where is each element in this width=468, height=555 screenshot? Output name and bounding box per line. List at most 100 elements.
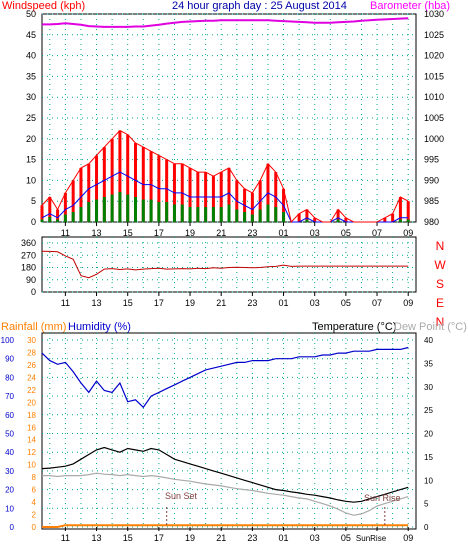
temp-x-tick-label: 05 <box>341 533 351 543</box>
dir-x-tick-label: 21 <box>216 298 226 308</box>
wind-direction-line <box>41 250 409 279</box>
temp-y-tick-label: 35 <box>424 359 433 368</box>
baro-y-tick-label: 985 <box>424 196 439 206</box>
direction-grid <box>42 237 416 293</box>
baro-y-tick-label: 990 <box>424 175 439 185</box>
rain-y-tick-label: 14 <box>27 436 36 445</box>
wind-y-tick-label: 35 <box>26 71 36 81</box>
humidity-line <box>41 346 409 409</box>
direction-panel-frame <box>41 236 417 293</box>
temp-panel-frame <box>41 332 417 530</box>
wind-y-tick-label: 5 <box>31 196 36 206</box>
windspeed-label: Windspeed (kph) <box>2 0 85 12</box>
dir-x-tick-label: 05 <box>341 298 351 308</box>
rain-y-tick-label: 30 <box>27 336 36 345</box>
wind-x-tick-label: 01 <box>279 228 289 238</box>
rain-y-tick-label: 0 <box>32 523 37 532</box>
direction-y-tick-label: 180 <box>21 263 36 273</box>
temp-y-tick-label: 0 <box>424 523 429 532</box>
dir-x-tick-label: 09 <box>403 298 413 308</box>
baro-y-tick-label: 1010 <box>424 92 444 102</box>
baro-y-tick-label: 1030 <box>424 9 444 19</box>
temp-axes: 0102030405060708090100024681012141618202… <box>1 336 434 543</box>
temp-x-tick-label: 19 <box>185 533 195 543</box>
humidity-y-tick-label: 70 <box>5 392 14 401</box>
humidity-y-tick-label: 10 <box>5 504 14 513</box>
baro-y-tick-label: 1020 <box>424 51 444 61</box>
rainfall-label: Rainfall (mm) <box>1 321 66 333</box>
wind-x-tick-label: 07 <box>372 228 382 238</box>
wind-x-tick-label: 13 <box>92 228 102 238</box>
temp-x-tick-label: 17 <box>154 533 164 543</box>
rain-y-tick-label: 24 <box>27 373 36 382</box>
direction-y-tick-label: 270 <box>21 250 36 260</box>
wind-y-tick-label: 10 <box>26 175 36 185</box>
humidity-y-tick-label: 20 <box>5 486 14 495</box>
temp-x-tick-label: 09 <box>403 533 413 543</box>
baro-y-tick-label: 980 <box>424 217 439 227</box>
temp-y-tick-label: 25 <box>424 406 433 415</box>
baro-y-tick-label: 1015 <box>424 71 444 81</box>
dewpoint-line <box>42 472 409 516</box>
sunrise-tick-label: SunRise <box>356 534 387 543</box>
humidity-label: Humidity (%) <box>68 321 131 333</box>
baro-y-tick-label: 1005 <box>424 113 444 123</box>
wind-average-line <box>41 171 409 223</box>
temp-y-tick-label: 5 <box>424 500 429 509</box>
humidity-y-tick-label: 0 <box>10 523 15 532</box>
compass-label: N <box>436 239 445 253</box>
dir-x-tick-label: 11 <box>61 298 70 308</box>
humidity-y-tick-label: 30 <box>5 467 14 476</box>
dir-x-tick-label: 03 <box>310 298 320 308</box>
rain-y-tick-label: 12 <box>27 448 36 457</box>
rain-y-tick-label: 26 <box>27 361 36 370</box>
direction-y-tick-label: 0 <box>31 287 36 297</box>
wind-axes: 0510152025303540455098098599099510001005… <box>26 9 444 238</box>
temp-x-tick-label: 13 <box>92 533 102 543</box>
temp-y-tick-label: 15 <box>424 453 433 462</box>
rain-y-tick-label: 2 <box>32 511 37 520</box>
temp-grid <box>42 333 416 528</box>
temp-y-tick-label: 40 <box>424 336 433 345</box>
dir-x-tick-label: 01 <box>279 298 289 308</box>
dir-x-tick-label: 23 <box>247 298 257 308</box>
dir-x-tick-label: 07 <box>372 298 382 308</box>
temp-x-tick-label: 11 <box>61 533 70 543</box>
direction-y-tick-label: 360 <box>21 238 36 248</box>
dir-x-tick-label: 15 <box>123 298 133 308</box>
temperature-line <box>41 446 409 503</box>
wind-x-tick-label: 09 <box>403 228 413 238</box>
wind-y-tick-label: 20 <box>26 134 36 144</box>
direction-y-tick-label: 90 <box>26 275 36 285</box>
compass-label: N <box>436 315 445 329</box>
baro-y-tick-label: 995 <box>424 155 439 165</box>
wind-x-tick-label: 19 <box>185 228 195 238</box>
rain-y-tick-label: 4 <box>32 498 37 507</box>
rain-y-tick-label: 18 <box>27 411 36 420</box>
wind-y-tick-label: 40 <box>26 51 36 61</box>
temp-x-tick-label: 21 <box>216 533 226 543</box>
temp-series <box>41 346 409 528</box>
wind-x-tick-label: 05 <box>341 228 351 238</box>
temperature-label: Temperature (°C) <box>312 321 396 333</box>
temp-x-tick-label: 15 <box>123 533 133 543</box>
wind-y-tick-label: 50 <box>26 9 36 19</box>
wind-y-tick-label: 0 <box>31 217 36 227</box>
wind-y-tick-label: 25 <box>26 113 36 123</box>
wind-x-tick-label: 03 <box>310 228 320 238</box>
wind-x-tick-label: 17 <box>154 228 164 238</box>
wind-series <box>40 17 410 224</box>
compass-label: S <box>436 277 444 291</box>
humidity-y-tick-label: 100 <box>1 336 15 345</box>
humidity-y-tick-label: 90 <box>5 355 14 364</box>
compass-label: E <box>436 296 444 310</box>
temp-x-tick-label: 01 <box>279 533 289 543</box>
direction-series <box>41 250 409 279</box>
sun-set-annotation: Sun Set <box>165 491 198 501</box>
wind-gust-line <box>41 129 409 224</box>
wind-y-tick-label: 15 <box>26 155 36 165</box>
dewpoint-label: Dew Point (°C) <box>394 321 467 333</box>
baro-y-tick-label: 1025 <box>424 30 444 40</box>
